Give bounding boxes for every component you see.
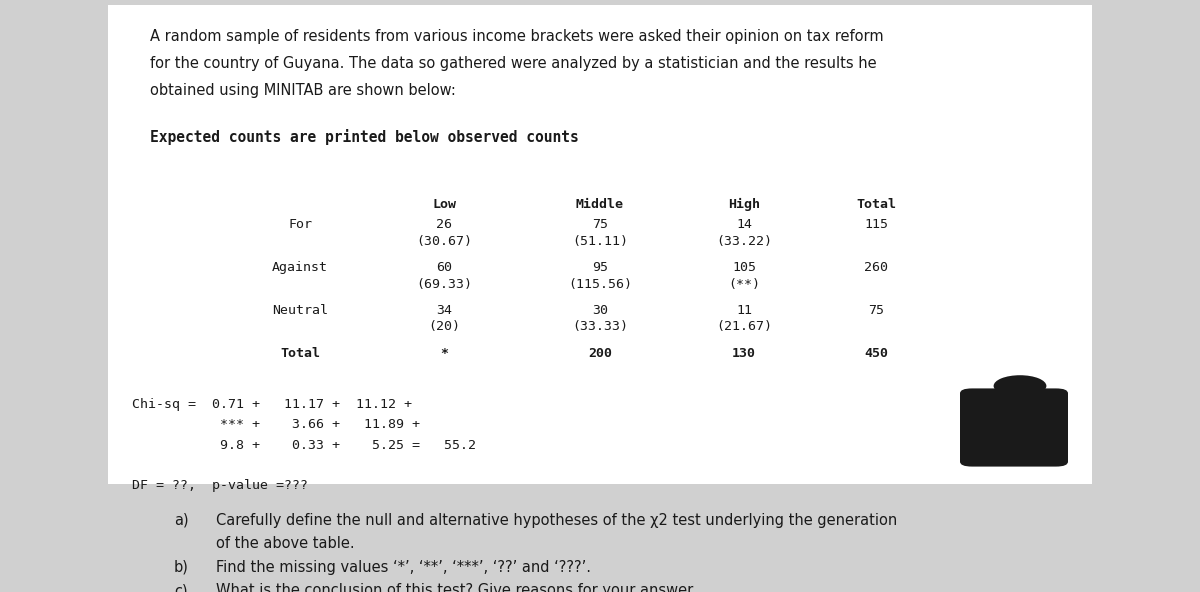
Text: For: For (288, 218, 312, 231)
Text: (69.33): (69.33) (416, 278, 472, 291)
Text: obtained using MINITAB are shown below:: obtained using MINITAB are shown below: (150, 83, 456, 98)
Text: 75: 75 (868, 304, 884, 317)
Text: (33.22): (33.22) (716, 234, 772, 247)
Text: 26: 26 (436, 218, 452, 231)
Text: 450: 450 (864, 348, 888, 361)
Text: 75: 75 (592, 218, 608, 231)
FancyBboxPatch shape (108, 5, 1092, 484)
Text: *: * (440, 348, 448, 361)
Text: DF = ??,  p-value =???: DF = ??, p-value =??? (132, 479, 308, 492)
Text: Expected counts are printed below observed counts: Expected counts are printed below observ… (150, 130, 578, 146)
Text: (33.33): (33.33) (572, 320, 628, 333)
Text: Chi-sq =  0.71 +   11.17 +  11.12 +: Chi-sq = 0.71 + 11.17 + 11.12 + (132, 398, 412, 411)
Text: Total: Total (280, 348, 320, 361)
Text: What is the conclusion of this test? Give reasons for your answer.: What is the conclusion of this test? Giv… (216, 583, 697, 592)
Text: 30: 30 (592, 304, 608, 317)
Text: (20): (20) (428, 320, 460, 333)
Text: 260: 260 (864, 262, 888, 274)
Text: 105: 105 (732, 262, 756, 274)
Text: 34: 34 (436, 304, 452, 317)
Text: of the above table.: of the above table. (216, 536, 355, 551)
Text: (115.56): (115.56) (568, 278, 632, 291)
Text: 200: 200 (588, 348, 612, 361)
Text: (**): (**) (728, 278, 760, 291)
Text: (30.67): (30.67) (416, 234, 472, 247)
Text: 9.8 +    0.33 +    5.25 =   55.2: 9.8 + 0.33 + 5.25 = 55.2 (132, 439, 476, 452)
Text: (51.11): (51.11) (572, 234, 628, 247)
Text: b): b) (174, 560, 188, 575)
Text: 60: 60 (436, 262, 452, 274)
Text: Total: Total (856, 198, 896, 211)
Text: Carefully define the null and alternative hypotheses of the χ2 test underlying t: Carefully define the null and alternativ… (216, 513, 898, 528)
Text: a): a) (174, 513, 188, 528)
Text: A random sample of residents from various income brackets were asked their opini: A random sample of residents from variou… (150, 30, 883, 44)
Text: High: High (728, 198, 760, 211)
FancyBboxPatch shape (960, 388, 1068, 466)
Text: Low: Low (432, 198, 456, 211)
Text: 95: 95 (592, 262, 608, 274)
Text: (21.67): (21.67) (716, 320, 772, 333)
Text: Middle: Middle (576, 198, 624, 211)
Text: 14: 14 (736, 218, 752, 231)
Text: Against: Against (272, 262, 328, 274)
Text: 115: 115 (864, 218, 888, 231)
Text: for the country of Guyana. The data so gathered were analyzed by a statistician : for the country of Guyana. The data so g… (150, 56, 877, 71)
Circle shape (994, 375, 1046, 397)
Text: 130: 130 (732, 348, 756, 361)
Text: Neutral: Neutral (272, 304, 328, 317)
Text: Find the missing values ‘*’, ‘**’, ‘***’, ‘??’ and ‘???’.: Find the missing values ‘*’, ‘**’, ‘***’… (216, 560, 592, 575)
Text: c): c) (174, 583, 187, 592)
Text: *** +    3.66 +   11.89 +: *** + 3.66 + 11.89 + (132, 418, 420, 431)
Text: 11: 11 (736, 304, 752, 317)
